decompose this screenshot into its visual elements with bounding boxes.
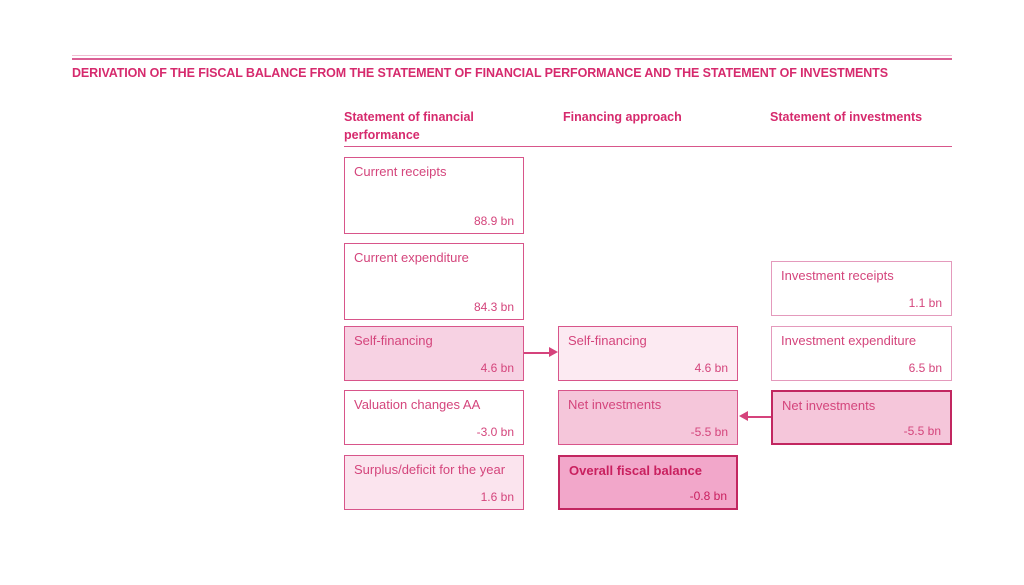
box-self-financing-source: Self-financing 4.6 bn: [344, 326, 524, 381]
box-value: 84.3 bn: [473, 300, 514, 314]
box-label: Self-financing: [354, 333, 433, 348]
arrow-right-icon: [549, 347, 558, 357]
box-label: Net investments: [568, 397, 662, 412]
box-label: Current expenditure: [354, 250, 469, 265]
box-value: 4.6 bn: [694, 361, 728, 375]
box-value: -5.5 bn: [690, 425, 728, 439]
box-net-investments-target: Net investments -5.5 bn: [558, 390, 738, 445]
box-label: Valuation changes AA: [354, 397, 481, 412]
column-header-financial-performance: Statement of financial performance: [344, 110, 474, 142]
box-label: Current receipts: [354, 164, 447, 179]
box-value: 4.6 bn: [480, 361, 514, 375]
box-label: Self-financing: [568, 333, 647, 348]
box-current-expenditure: Current expenditure 84.3 bn: [344, 243, 524, 320]
box-surplus-deficit: Surplus/deficit for the year 1.6 bn: [344, 455, 524, 510]
arrow-line: [747, 416, 771, 418]
column-header-financing-approach: Financing approach: [563, 110, 682, 124]
box-value: 1.6 bn: [480, 490, 514, 504]
box-value: 6.5 bn: [908, 361, 942, 375]
box-label: Net investments: [782, 398, 876, 413]
box-value: 88.9 bn: [473, 214, 514, 228]
box-value: -0.8 bn: [689, 489, 727, 503]
box-value: -5.5 bn: [903, 424, 941, 438]
header-rule-divider: [344, 146, 952, 147]
page-title: DERIVATION OF THE FISCAL BALANCE FROM TH…: [72, 66, 888, 80]
box-investment-expenditure: Investment expenditure 6.5 bn: [771, 326, 952, 381]
box-self-financing-target: Self-financing 4.6 bn: [558, 326, 738, 381]
column-header-investments: Statement of investments: [770, 110, 923, 124]
box-current-receipts: Current receipts 88.9 bn: [344, 157, 524, 234]
box-label: Surplus/deficit for the year: [354, 462, 506, 477]
box-label: Overall fiscal balance: [569, 463, 702, 478]
box-value: -3.0 bn: [476, 425, 514, 439]
box-label: Investment receipts: [781, 268, 894, 283]
arrow-line: [524, 352, 551, 354]
box-overall-fiscal-balance: Overall fiscal balance -0.8 bn: [558, 455, 738, 510]
arrow-left-icon: [739, 411, 748, 421]
top-rule-divider: [72, 55, 952, 60]
box-investment-receipts: Investment receipts 1.1 bn: [771, 261, 952, 316]
box-net-investments-source: Net investments -5.5 bn: [771, 390, 952, 445]
box-value: 1.1 bn: [908, 296, 942, 310]
box-label: Investment expenditure: [781, 333, 917, 348]
box-valuation-changes: Valuation changes AA -3.0 bn: [344, 390, 524, 445]
